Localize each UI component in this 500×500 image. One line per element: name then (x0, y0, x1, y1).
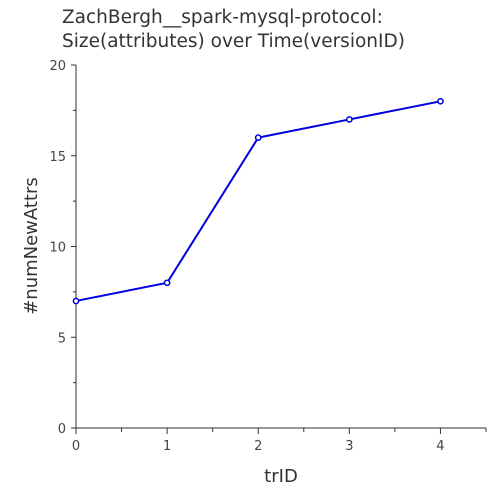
y-tick-label: 10 (49, 241, 66, 256)
y-ticks: 0 5 10 15 20 (49, 59, 76, 437)
chart-title-line-1: ZachBergh__spark-mysql-protocol: (62, 7, 383, 28)
x-tick-label: 0 (72, 439, 80, 454)
y-tick-label: 5 (58, 331, 66, 346)
data-point (345, 116, 353, 123)
data-point (437, 97, 444, 105)
x-tick-label: 1 (163, 439, 171, 454)
data-point (254, 134, 262, 141)
y-axis-label: #numNewAttrs (21, 177, 42, 315)
x-axis-label: trID (264, 466, 298, 487)
series-line (75, 100, 441, 302)
data-point (163, 279, 171, 287)
chart-title-line-2: Size(attributes) over Time(versionID) (62, 31, 405, 52)
data-point (72, 297, 80, 305)
x-tick-label: 3 (345, 439, 353, 454)
y-tick-label: 15 (49, 150, 66, 165)
chart-title: ZachBergh__spark-mysql-protocol: Size(at… (62, 6, 492, 54)
x-ticks: 0 1 2 3 4 (72, 428, 487, 454)
series-layer (72, 97, 444, 305)
y-tick-label: 0 (58, 422, 66, 437)
axes (75, 65, 486, 429)
y-tick-label: 20 (49, 59, 66, 74)
x-tick-label: 4 (436, 439, 444, 454)
x-tick-label: 2 (254, 439, 262, 454)
